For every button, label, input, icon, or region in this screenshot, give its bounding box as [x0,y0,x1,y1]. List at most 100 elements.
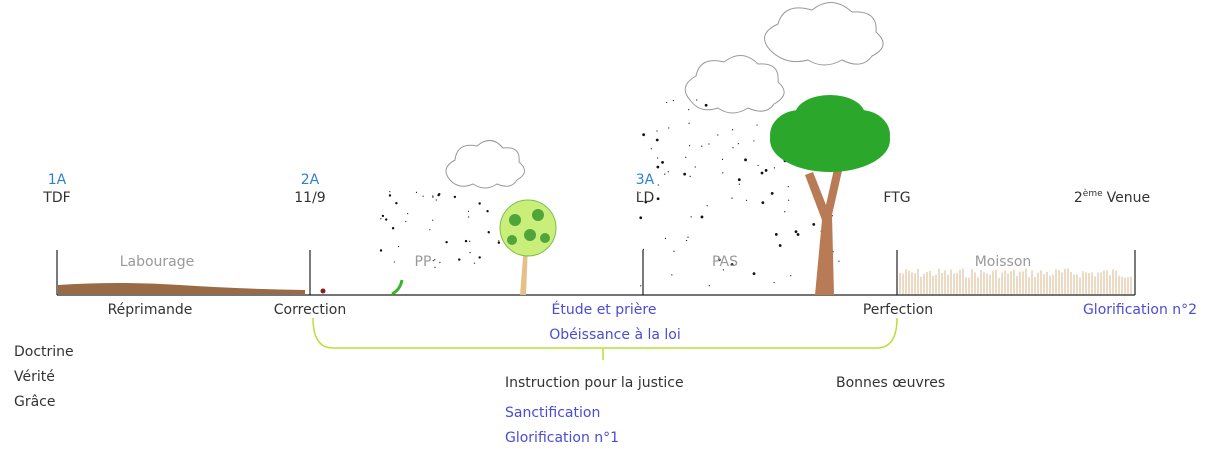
dot [779,244,782,247]
marker-label: LD [636,190,655,206]
dot [705,104,708,107]
dot [707,205,708,206]
dot [469,241,470,242]
seed [321,289,326,294]
section: Labourage [120,254,195,270]
dot [757,165,758,166]
dot [389,194,391,196]
dot [739,184,740,185]
sprout [392,280,402,294]
dot [838,261,839,262]
dot [761,172,764,175]
dot [468,211,469,212]
line-label: Correction [274,302,346,318]
dot [738,178,741,181]
venue-sup: ème [1083,188,1103,199]
dot [688,123,689,124]
dot [666,102,667,103]
dot [656,130,657,131]
dot [405,221,406,222]
dot [695,166,696,167]
dot [380,249,382,251]
dot [458,258,460,260]
marker-label: TDF [42,190,70,206]
bottom-label: Sanctification [505,405,600,421]
dot [756,124,757,125]
dot [696,99,697,100]
dot [687,237,688,238]
dot [673,251,674,252]
dot [432,195,433,196]
dot [689,145,690,146]
dot [683,173,686,176]
dot [691,216,692,217]
dot [423,196,424,197]
dot [708,143,709,144]
dot [439,262,440,263]
dot [643,249,644,250]
dot [380,218,381,219]
dot [701,146,702,147]
marker-label: 11/9 [294,190,325,206]
dot [788,186,789,187]
section: PAS [712,254,738,270]
section: Moisson [975,254,1032,270]
cloud [765,2,884,65]
tree-canopy [500,200,556,256]
dot [434,267,435,268]
dot [717,134,718,135]
dot [478,202,480,204]
dot [488,231,490,233]
dot [774,167,775,168]
marker-code: 2A [301,172,320,188]
line-label: Réprimande [108,302,193,318]
dot [722,159,723,160]
dot [639,216,642,219]
dot [731,198,732,199]
dot [454,196,456,198]
dot [664,174,665,175]
dot [701,216,704,219]
dot [478,256,480,258]
dot [394,261,395,262]
dot [469,252,470,253]
section: PP [415,254,432,270]
dot [656,166,659,169]
dot [407,213,408,214]
dot [445,241,447,243]
left-item: Grâce [14,394,56,410]
dot [498,240,499,241]
dot [732,129,733,130]
harvest [900,268,1131,294]
diagram: 1A TDF 2A 11/9 3A LD FTG 2èmeVenue Labou… [0,0,1228,450]
dot [690,176,691,177]
dot [392,227,394,229]
dot [753,272,756,275]
dot [432,220,433,221]
dot [640,285,641,286]
dot [382,215,384,217]
dot [656,139,659,142]
dot [657,157,658,158]
dot [385,218,387,220]
dot [673,100,674,101]
dot [658,184,659,185]
dot [395,202,397,204]
dot [671,274,672,275]
dot [771,192,774,195]
dot [432,197,433,198]
venue-number: 2 [1074,190,1083,206]
soil [58,283,305,294]
dot [753,140,754,141]
line-label: Obéissance à la loi [549,327,681,343]
bottom-label: Glorification n°1 [505,430,619,446]
dot [668,171,669,172]
line-label: Perfection [863,302,933,318]
dot [784,211,785,212]
dot [642,133,645,136]
dot [474,263,475,264]
dot [775,233,778,236]
dot [661,161,664,164]
dot [765,169,768,172]
marker-label: FTG [883,190,910,206]
